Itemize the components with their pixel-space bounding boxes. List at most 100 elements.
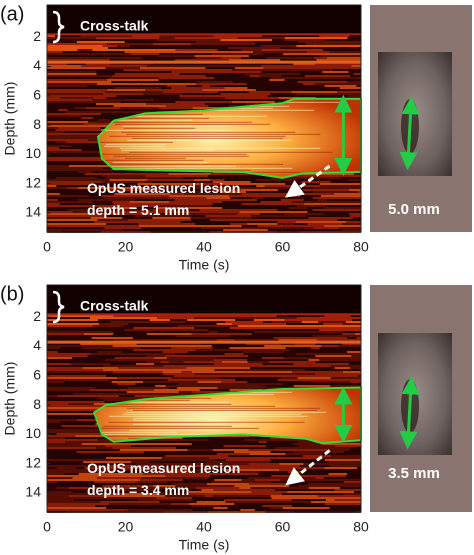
heatmap-streak — [245, 343, 263, 345]
heatmap-streak — [182, 437, 220, 439]
heatmap-streak — [170, 193, 185, 195]
lesion-streak — [127, 139, 292, 141]
heatmap-streak — [47, 91, 106, 93]
heatmap-streak — [250, 181, 302, 183]
heatmap-streak — [47, 79, 107, 81]
heatmap-streak — [162, 323, 217, 325]
heatmap-streak — [145, 171, 213, 173]
heatmap-streak — [47, 369, 103, 371]
heatmap-streak — [165, 495, 205, 497]
heatmap-streak — [105, 445, 131, 447]
heatmap-streak — [220, 183, 286, 185]
x-tick-label: 80 — [353, 519, 369, 535]
heatmap-streak — [265, 453, 286, 455]
heatmap-streak — [208, 331, 218, 333]
heatmap-streak — [212, 189, 241, 191]
heatmap-streak — [90, 217, 123, 219]
heatmap-streak — [287, 483, 308, 485]
bracket — [52, 290, 65, 324]
heatmap-streak — [227, 47, 281, 49]
heatmap-streak — [98, 319, 150, 321]
heatmap-streak — [47, 51, 63, 53]
heatmap-streak — [47, 173, 85, 175]
heatmap-streak — [291, 201, 313, 203]
heatmap-streak — [196, 451, 235, 453]
x-tick-label: 80 — [353, 239, 369, 255]
heatmap-streak — [47, 39, 106, 41]
heatmap-streak — [67, 209, 97, 211]
y-tick-label: 10 — [25, 145, 41, 161]
heatmap-streak — [242, 465, 301, 467]
heatmap-streak — [238, 37, 285, 39]
heatmap-streak — [344, 481, 361, 483]
heatmap-streak — [108, 225, 139, 227]
heatmap-streak — [262, 343, 281, 345]
heatmap-streak — [196, 501, 226, 503]
y-tick-label: 8 — [33, 116, 41, 132]
lesion-streak — [105, 143, 167, 145]
heatmap-streak — [239, 211, 259, 213]
heatmap-streak — [300, 447, 351, 449]
heatmap-streak — [262, 53, 283, 55]
heatmap-streak — [260, 75, 282, 77]
heatmap-streak — [247, 87, 305, 89]
heatmap-streak — [175, 49, 218, 51]
heatmap-streak — [183, 177, 230, 179]
heatmap-streak — [271, 497, 333, 499]
lesion-streak — [106, 165, 236, 167]
heatmap-streak — [251, 315, 277, 317]
heatmap-streak — [75, 467, 85, 469]
heatmap-streak — [262, 363, 294, 365]
heatmap-streak — [47, 41, 77, 43]
heatmap-streak — [353, 73, 361, 75]
heatmap-streak — [297, 377, 331, 379]
heatmap-streak — [329, 47, 361, 49]
heatmap-streak — [228, 187, 282, 189]
heatmap-streak — [131, 97, 147, 99]
heatmap-streak — [98, 101, 121, 103]
heatmap-streak — [182, 47, 228, 49]
heatmap-streak — [213, 359, 224, 361]
heatmap-streak — [244, 375, 299, 377]
heatmap-streak — [280, 377, 298, 379]
lesion-streak — [104, 163, 283, 165]
heatmap-streak — [213, 495, 223, 497]
heatmap-streak — [47, 345, 113, 347]
heatmap-streak — [229, 177, 272, 179]
heatmap-streak — [47, 427, 103, 429]
heatmap-streak — [77, 391, 110, 393]
heatmap-streak — [168, 387, 178, 389]
heatmap-streak — [47, 147, 60, 149]
heatmap-streak — [211, 481, 271, 483]
heatmap-streak — [310, 347, 320, 349]
heatmap-streak — [134, 331, 172, 333]
heatmap-streak — [47, 437, 66, 439]
heatmap-streak — [277, 221, 296, 223]
heatmap-streak — [302, 457, 323, 459]
heatmap-streak — [324, 467, 337, 469]
heatmap-streak — [47, 169, 80, 171]
heatmap-streak — [82, 347, 141, 349]
heatmap-streak — [76, 135, 86, 137]
heatmap-streak — [47, 181, 103, 183]
heatmap-streak — [224, 353, 244, 355]
heatmap-streak — [342, 333, 356, 335]
heatmap-streak — [253, 319, 285, 321]
heatmap-streak — [316, 509, 361, 511]
heatmap-streak — [349, 43, 361, 45]
heatmap-streak — [68, 487, 131, 489]
heatmap-streak — [110, 321, 169, 323]
heatmap-streak — [284, 351, 348, 353]
heatmap-streak — [78, 473, 144, 475]
heatmap-streak — [178, 391, 192, 393]
heatmap-streak — [199, 183, 221, 185]
heatmap-streak — [91, 337, 133, 339]
heatmap-streak — [187, 319, 236, 321]
heatmap-streak — [81, 117, 94, 119]
heatmap-streak — [200, 227, 263, 229]
heatmap-streak — [100, 479, 140, 481]
heatmap-streak — [284, 37, 348, 39]
heatmap-streak — [304, 87, 340, 89]
heatmap-streak — [190, 217, 252, 219]
heatmap-streak — [73, 393, 127, 395]
